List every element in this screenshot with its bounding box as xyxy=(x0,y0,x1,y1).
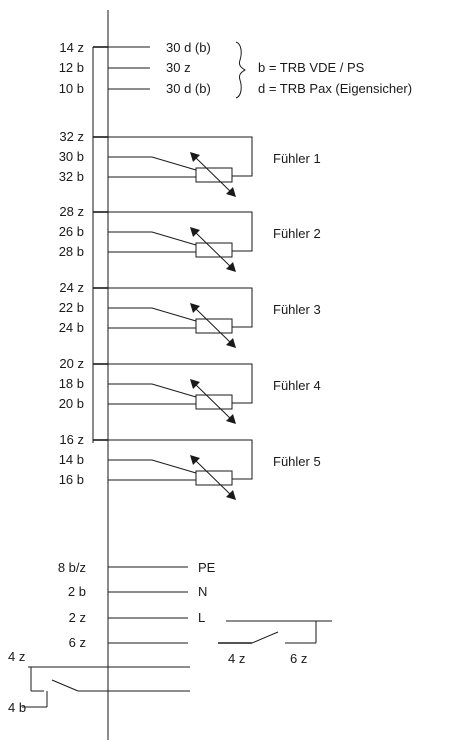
switch-blade xyxy=(51,679,79,692)
sensor-wire xyxy=(108,211,253,252)
pin-label: 6 z xyxy=(69,635,86,650)
arrowhead xyxy=(190,379,200,389)
signal-label: N xyxy=(198,584,207,599)
pin-label: 22 b xyxy=(59,300,84,315)
sensor-wire xyxy=(108,287,253,328)
adjust-arrow xyxy=(193,458,233,497)
arrowhead xyxy=(226,490,236,500)
sensor-label: Fühler 3 xyxy=(273,302,321,317)
resistor-symbol xyxy=(195,242,233,258)
sensor-group: 32 z 30 b 32 b Fühler 1 xyxy=(59,129,321,197)
sensor-groups: 32 z 30 b 32 b Fühler 1 28 z 26 b 28 b Fühler 2… xyxy=(59,129,321,500)
signal-label: 30 d (b) xyxy=(166,40,211,55)
adjust-arrow xyxy=(193,155,233,194)
pin-label: 26 b xyxy=(59,224,84,239)
adjust-arrow xyxy=(193,306,233,345)
sensor-wire xyxy=(108,459,197,474)
pin-label: 32 b xyxy=(59,169,84,184)
sensor-wire xyxy=(108,307,197,322)
sensor-group: 16 z 14 b 16 b Fühler 5 xyxy=(59,432,321,500)
relay-contact: 4 z 6 z xyxy=(218,620,332,666)
arrowhead xyxy=(190,227,200,237)
signal-label: 30 z xyxy=(166,60,191,75)
arrowhead xyxy=(226,262,236,272)
pin-label: 16 b xyxy=(59,472,84,487)
pin-label: 20 z xyxy=(59,356,84,371)
pin-label: 2 b xyxy=(68,584,86,599)
arrowhead xyxy=(190,303,200,313)
pin-label: 32 z xyxy=(59,129,84,144)
pin-label: 2 z xyxy=(69,610,86,625)
sensor-group: 28 z 26 b 28 b Fühler 2 xyxy=(59,204,321,272)
top-group: 14 z 12 b 10 b 30 d (b) 30 z 30 d (b) b … xyxy=(59,40,412,99)
signal-label: 30 d (b) xyxy=(166,81,211,96)
arrowhead xyxy=(226,187,236,197)
arrowhead xyxy=(226,338,236,348)
arrowhead xyxy=(190,455,200,465)
signal-label: L xyxy=(198,610,205,625)
sensor-group: 20 z 18 b 20 b Fühler 4 xyxy=(59,356,321,424)
pin-label: 8 b/z xyxy=(58,560,86,575)
resistor-symbol xyxy=(195,318,233,334)
sensor-wire xyxy=(108,231,197,246)
resistor-symbol xyxy=(195,470,233,486)
left-contact: 4 z 4 b xyxy=(8,649,190,715)
sensor-group: 24 z 22 b 24 b Fühler 3 xyxy=(59,280,321,348)
arrowhead xyxy=(226,414,236,424)
arrowhead xyxy=(190,152,200,162)
pin-label: 30 b xyxy=(59,149,84,164)
resistor-symbol xyxy=(195,394,233,410)
pin-label: 14 b xyxy=(59,452,84,467)
adjust-arrow xyxy=(193,382,233,421)
sensor-label: Fühler 4 xyxy=(273,378,321,393)
power-group: 8 b/z 2 b 2 z 6 z PE N L xyxy=(58,560,216,650)
signal-label: PE xyxy=(198,560,216,575)
sensor-wire xyxy=(108,363,253,404)
pin-label: 12 b xyxy=(59,60,84,75)
contact-label: 4 z xyxy=(228,651,245,666)
pin-label: 20 b xyxy=(59,396,84,411)
sensor-wire xyxy=(108,156,197,171)
switch-blade xyxy=(251,631,279,644)
sensor-label: Fühler 5 xyxy=(273,454,321,469)
sensor-wire xyxy=(108,136,253,177)
pin-label: 16 z xyxy=(59,432,84,447)
pin-label: 18 b xyxy=(59,376,84,391)
contact-label: 6 z xyxy=(290,651,307,666)
pin-label: 10 b xyxy=(59,81,84,96)
pin-label: 24 b xyxy=(59,320,84,335)
pin-label: 28 z xyxy=(59,204,84,219)
pin-label: 14 z xyxy=(59,40,84,55)
legend-entry: d = TRB Pax (Eigensicher) xyxy=(258,81,412,96)
sensor-label: Fühler 2 xyxy=(273,226,321,241)
sensor-wire xyxy=(108,439,253,480)
pin-label: 24 z xyxy=(59,280,84,295)
pin-label: 28 b xyxy=(59,244,84,259)
adjust-arrow xyxy=(193,230,233,269)
legend-entry: b = TRB VDE / PS xyxy=(258,60,365,75)
contact-label: 4 b xyxy=(8,700,26,715)
resistor-symbol xyxy=(195,167,233,183)
contact-label: 4 z xyxy=(8,649,25,664)
curly-brace xyxy=(235,41,246,99)
sensor-label: Fühler 1 xyxy=(273,151,321,166)
sensor-wire xyxy=(108,383,197,398)
